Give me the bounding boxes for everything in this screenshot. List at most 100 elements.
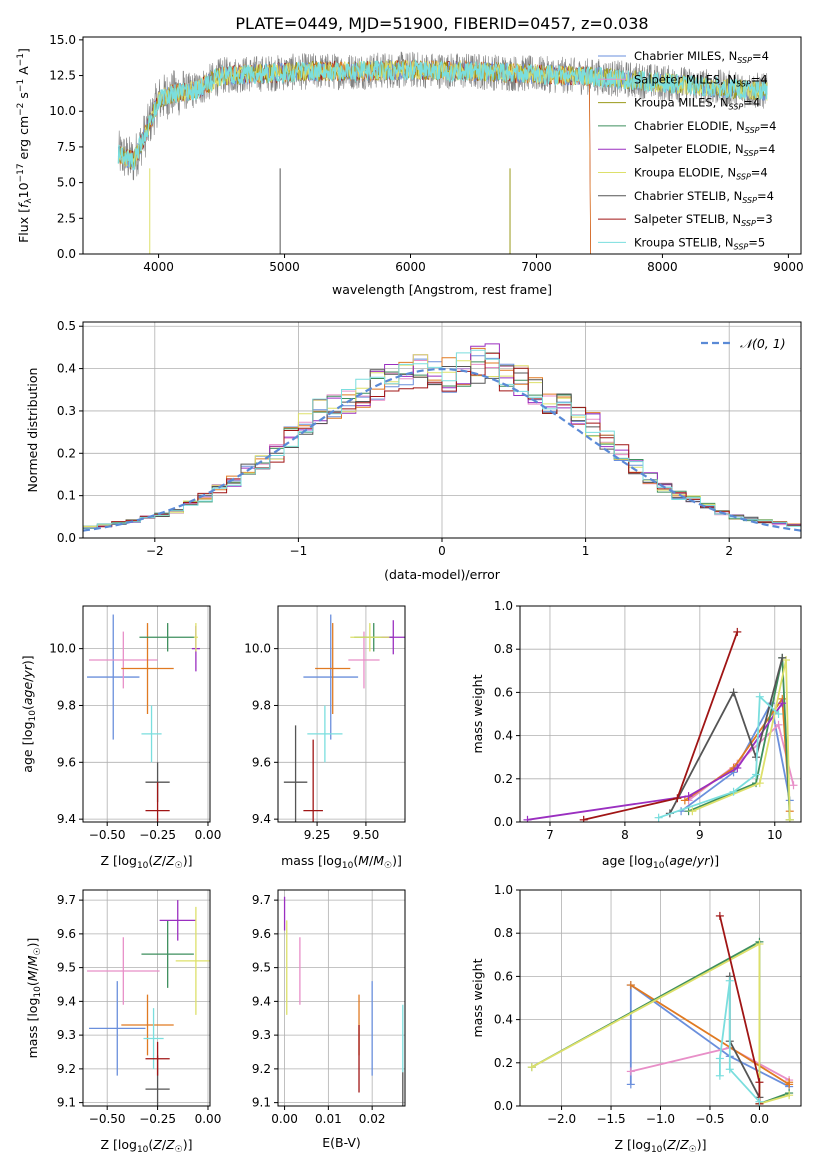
x-tick-label: −0.25: [139, 1112, 176, 1126]
histogram-panel: −2 −1 0 1 2 0.0 0.1 0.2 0.3 0.4 0.5 (data-model)/er…: [25, 319, 802, 582]
y-tick-label: 0.2: [494, 1056, 513, 1070]
series-point: [673, 794, 682, 803]
series-point: [755, 1097, 764, 1106]
series-line: [527, 702, 784, 821]
histogram-step: [83, 352, 801, 538]
legend-label: Chabrier ELODIE, NSSP=4: [634, 119, 776, 135]
x-tick-label: 9: [696, 828, 704, 842]
x-axis-label: wavelength [Angstrom, rest frame]: [332, 282, 552, 297]
x-tick-label: 0.00: [195, 1112, 222, 1126]
x-tick-label: 4000: [143, 260, 174, 274]
series-point: [774, 720, 783, 729]
y-tick-label: 9.3: [252, 1028, 271, 1042]
axes-frame: [82, 36, 802, 255]
y-tick-label: 9.1: [57, 1096, 76, 1110]
series-point: [715, 911, 724, 920]
series-point: [684, 792, 693, 801]
mass-vs-ebv-panel: 0.00 0.01 0.02 9.1 9.2 9.3 9.4 9.5 9.6 9.7 E(B-V): [252, 889, 406, 1150]
series-point: [725, 976, 734, 985]
y-tick-label: 9.8: [252, 698, 271, 712]
error-bar-point: [89, 631, 158, 689]
y-axis-label: Normed distribution: [25, 368, 40, 493]
data-marks: [283, 896, 404, 1106]
x-tick-label: −1: [290, 544, 308, 558]
y-tick-label: 9.2: [252, 1062, 271, 1076]
series-line: [691, 659, 791, 820]
series-point: [523, 815, 532, 822]
x-axis-label: (data-model)/error: [384, 567, 501, 582]
y-tick-label: 0.6: [494, 969, 513, 983]
x-axis-label: Z [log10(Z/Z☉)]: [100, 853, 192, 871]
x-tick-label: −2: [146, 544, 164, 558]
histogram-step: [83, 349, 801, 538]
series-point: [688, 807, 697, 816]
series-line: [680, 700, 791, 812]
series-line: [688, 657, 791, 820]
data-marks: [283, 614, 405, 822]
error-bar-point: [121, 994, 174, 1056]
y-tick-label: 9.3: [57, 1028, 76, 1042]
y-tick-label: 0.5: [57, 319, 76, 333]
y-tick-label: 2.5: [57, 211, 76, 225]
plot-area: [278, 890, 405, 1106]
y-axis-label: mass weight: [470, 674, 485, 753]
series-point: [579, 815, 588, 822]
error-bar-point: [159, 900, 196, 941]
x-tick-label: −0.25: [139, 828, 176, 842]
legend-label: 𝒩(0, 1): [740, 336, 786, 351]
axes-frame: [82, 605, 211, 823]
series-line: [669, 657, 784, 814]
y-tick-label: 5.0: [57, 176, 76, 190]
legend-label: Kroupa ELODIE, NSSP=4: [634, 166, 768, 182]
spectrum-panel: 4000 5000 6000 7000 8000 9000 0.0 2.5 5.0 7.5 10.0…: [16, 33, 804, 297]
x-tick-label: 0.0: [750, 1112, 769, 1126]
x-tick-label: −1.0: [646, 1112, 675, 1126]
data-marks: [83, 343, 801, 538]
legend-label: Kroupa STELIB, NSSP=5: [634, 235, 765, 251]
series-point: [785, 1078, 794, 1087]
y-tick-label: 9.5: [57, 961, 76, 975]
error-bar-point: [307, 705, 343, 763]
series-point: [774, 710, 783, 718]
y-tick-label: 7.5: [57, 140, 76, 154]
y-tick-label: 9.4: [57, 812, 76, 826]
y-tick-label: 0.8: [494, 642, 513, 656]
y-tick-label: 0.2: [494, 772, 513, 786]
y-tick-label: 9.8: [57, 698, 76, 712]
x-tick-label: −2.0: [547, 1112, 576, 1126]
y-tick-label: 0.3: [57, 404, 76, 418]
x-axis-label: age [log10(age/yr)]: [602, 853, 719, 871]
series-point: [733, 627, 742, 636]
x-tick-label: 7: [546, 828, 554, 842]
y-axis-label: mass [log10(M/M☉)]: [25, 938, 43, 1059]
x-tick-label: 7000: [521, 260, 552, 274]
legend-label: Salpeter MILES, NSSP=4: [634, 72, 768, 88]
error-bar-point: [141, 920, 194, 988]
series: [579, 627, 742, 822]
data-marks: [523, 627, 798, 822]
error-bar-point: [348, 631, 380, 689]
x-tick-label: 9000: [773, 260, 804, 274]
series-point: [785, 815, 794, 822]
x-axis-label: Z [log10(Z/Z☉)]: [100, 1137, 192, 1155]
series-point: [680, 796, 689, 805]
age-vs-metallicity-panel: −0.50 −0.25 0.00 9.4 9.6 9.8 10.0 Z [log10(Z/Z☉…: [20, 605, 221, 871]
series-line: [531, 942, 790, 1105]
axes-frame: [277, 605, 406, 823]
x-tick-label: −0.50: [89, 1112, 126, 1126]
legend-label: Salpeter ELODIE, NSSP=4: [634, 142, 775, 158]
y-tick-label: 9.6: [252, 927, 271, 941]
y-tick-label: 9.6: [57, 755, 76, 769]
series-point: [778, 699, 787, 708]
x-tick-label: 6000: [395, 260, 426, 274]
y-tick-label: 0.0: [57, 531, 76, 545]
series-point: [755, 779, 764, 788]
series-point: [654, 813, 663, 822]
plot-area: [83, 890, 210, 1106]
y-tick-label: 0.1: [57, 489, 76, 503]
error-bar-point: [145, 782, 170, 822]
error-bar-point: [315, 623, 351, 714]
error-bar-point: [283, 725, 308, 822]
legend-label: Chabrier STELIB, NSSP=4: [634, 189, 774, 205]
